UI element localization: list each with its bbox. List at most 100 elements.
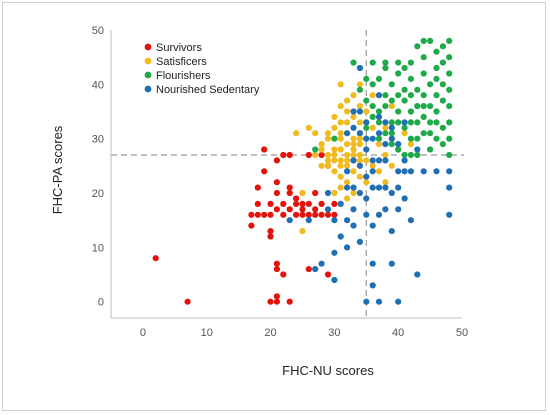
point-survivors: [248, 222, 255, 229]
point-flourishers: [312, 146, 319, 153]
legend: Survivors Satisficers Flourishers Nourished…: [144, 42, 260, 96]
point-nourished-sedentary: [331, 276, 338, 284]
point-satisficers: [369, 92, 376, 99]
point-flourishers: [433, 64, 440, 72]
point-flourishers: [427, 103, 434, 110]
point-nourished-sedentary: [350, 184, 357, 191]
point-flourishers: [414, 86, 421, 93]
point-satisficers: [363, 157, 370, 164]
point-nourished-sedentary: [446, 168, 453, 175]
point-satisficers: [388, 162, 395, 169]
y-tick-label: 10: [92, 242, 104, 254]
point-flourishers: [446, 151, 453, 159]
point-satisficers: [407, 141, 414, 148]
data-points: [152, 37, 453, 305]
point-satisficers: [344, 119, 351, 126]
point-nourished-sedentary: [344, 184, 351, 191]
point-nourished-sedentary: [350, 124, 357, 131]
point-flourishers: [407, 108, 414, 115]
point-flourishers: [382, 103, 389, 110]
point-survivors: [324, 271, 332, 278]
point-survivors: [305, 266, 312, 273]
point-flourishers: [446, 54, 453, 61]
point-satisficers: [305, 124, 312, 131]
point-satisficers: [356, 173, 363, 180]
point-nourished-sedentary: [356, 130, 363, 137]
point-flourishers: [414, 151, 421, 159]
point-satisficers: [350, 135, 357, 142]
point-flourishers: [446, 135, 453, 142]
point-nourished-sedentary: [446, 184, 453, 191]
point-flourishers: [446, 37, 453, 45]
point-satisficers: [401, 130, 408, 137]
point-nourished-sedentary: [375, 211, 383, 218]
point-satisficers: [337, 162, 344, 169]
point-flourishers: [439, 59, 446, 66]
point-flourishers: [382, 130, 389, 137]
point-flourishers: [420, 37, 427, 45]
point-nourished-sedentary: [369, 135, 376, 142]
point-satisficers: [337, 184, 344, 191]
point-satisficers: [363, 108, 370, 115]
point-satisficers: [344, 151, 351, 159]
point-nourished-sedentary: [414, 146, 421, 153]
point-satisficers: [331, 168, 338, 175]
point-flourishers: [369, 59, 376, 66]
point-nourished-sedentary: [350, 222, 357, 229]
point-satisficers: [337, 146, 344, 153]
point-flourishers: [407, 59, 414, 66]
point-nourished-sedentary: [363, 195, 370, 202]
point-survivors: [254, 211, 261, 218]
point-satisficers: [337, 119, 344, 126]
point-nourished-sedentary: [356, 189, 363, 197]
x-axis-title: FHC-NU scores: [282, 363, 374, 378]
point-nourished-sedentary: [382, 141, 389, 148]
point-survivors: [273, 189, 280, 197]
x-tick-label: 0: [140, 327, 146, 339]
point-nourished-sedentary: [401, 119, 408, 126]
point-survivors: [293, 195, 300, 202]
point-satisficers: [331, 189, 338, 197]
point-nourished-sedentary: [382, 119, 389, 126]
point-satisficers: [375, 141, 383, 148]
point-flourishers: [369, 103, 376, 110]
point-flourishers: [363, 97, 370, 104]
y-axis-title: FHC-PA scores: [50, 125, 65, 214]
point-satisficers: [331, 113, 338, 120]
point-satisficers: [356, 103, 363, 110]
point-survivors: [299, 211, 306, 218]
point-nourished-sedentary: [388, 260, 395, 267]
point-satisficers: [344, 162, 351, 169]
point-flourishers: [439, 97, 446, 104]
point-nourished-sedentary: [388, 124, 395, 131]
point-flourishers: [446, 103, 453, 110]
point-nourished-sedentary: [331, 217, 338, 224]
point-survivors: [248, 211, 255, 218]
point-survivors: [312, 211, 319, 218]
point-satisficers: [337, 103, 344, 110]
point-flourishers: [414, 103, 421, 110]
point-flourishers: [356, 86, 363, 93]
point-survivors: [293, 200, 300, 207]
point-flourishers: [433, 92, 440, 99]
point-survivors: [318, 200, 325, 207]
point-survivors: [261, 146, 268, 153]
point-satisficers: [331, 146, 338, 153]
point-nourished-sedentary: [356, 238, 363, 245]
point-survivors: [331, 200, 338, 207]
point-nourished-sedentary: [324, 206, 332, 213]
point-flourishers: [395, 92, 402, 99]
point-flourishers: [439, 141, 446, 148]
point-nourished-sedentary: [407, 217, 414, 224]
legend-marker: [144, 43, 152, 51]
point-satisficers: [382, 179, 389, 186]
point-flourishers: [414, 119, 421, 126]
point-flourishers: [420, 130, 427, 137]
point-flourishers: [395, 119, 402, 126]
point-nourished-sedentary: [286, 217, 293, 224]
point-flourishers: [395, 59, 402, 66]
point-flourishers: [407, 92, 414, 99]
x-tick-label: 40: [392, 327, 404, 339]
point-nourished-sedentary: [363, 211, 370, 218]
point-survivors: [331, 211, 338, 218]
